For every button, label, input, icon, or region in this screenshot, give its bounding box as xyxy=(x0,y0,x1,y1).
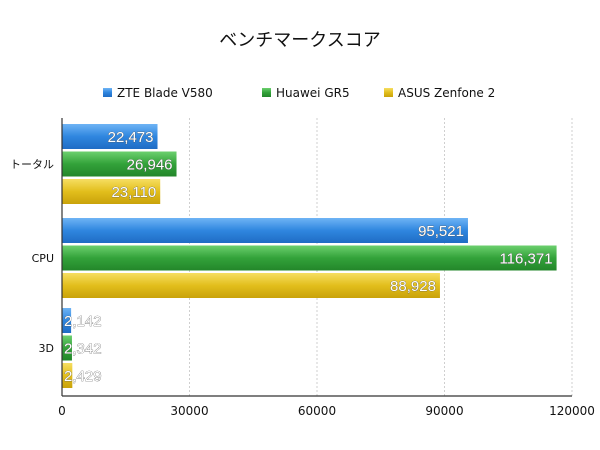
bar-value-label-asus-cpu: 88,928 xyxy=(390,278,436,295)
category-label-total: トータル xyxy=(10,158,54,171)
bar-labels: 22,473 26,946 23,110 95,521 116,371 88,928 2,1… xyxy=(64,129,553,386)
bar-value-label-asus-3d: 2,429 xyxy=(64,368,102,385)
bar-value-label-huawei-cpu: 116,371 xyxy=(499,251,552,268)
axes xyxy=(61,118,572,397)
legend-swatch-asus xyxy=(384,88,393,97)
legend-item-zte: ZTE Blade V580 xyxy=(103,86,213,100)
legend-item-huawei: Huawei GR5 xyxy=(262,86,350,100)
legend-item-asus: ASUS Zenfone 2 xyxy=(384,86,495,100)
bar-asus-cpu xyxy=(62,273,440,298)
category-label-3d: 3D xyxy=(39,342,54,355)
x-tick-labels: 0 30000 60000 90000 120000 xyxy=(58,404,595,418)
x-tick-label-90000: 90000 xyxy=(425,404,463,418)
category-label-cpu: CPU xyxy=(32,252,54,265)
legend-label-zte: ZTE Blade V580 xyxy=(117,86,213,100)
x-tick-label-120000: 120000 xyxy=(549,404,595,418)
x-tick-label-60000: 60000 xyxy=(298,404,336,418)
bar-asus-total xyxy=(62,179,161,204)
bar-value-label-huawei-3d: 2,342 xyxy=(64,341,102,358)
legend-swatch-zte xyxy=(103,88,112,97)
bar-zte-cpu xyxy=(62,218,468,243)
x-tick-label-0: 0 xyxy=(58,404,66,418)
legend-label-asus: ASUS Zenfone 2 xyxy=(398,86,495,100)
bars xyxy=(62,124,557,388)
bar-value-label-asus-total: 23,110 xyxy=(111,184,156,201)
legend-swatch-huawei xyxy=(262,88,271,97)
legend-label-huawei: Huawei GR5 xyxy=(276,86,350,100)
bar-zte-3d xyxy=(62,308,72,333)
bar-huawei-total xyxy=(62,151,177,177)
bar-value-label-zte-total: 22,473 xyxy=(108,129,154,146)
category-labels: トータル CPU 3D xyxy=(10,158,54,355)
bar-huawei-cpu xyxy=(62,245,557,271)
chart-title: ベンチマークスコア xyxy=(219,30,380,51)
bar-value-label-huawei-total: 26,946 xyxy=(127,157,173,174)
bar-asus-3d xyxy=(62,363,73,388)
bar-zte-total xyxy=(62,124,158,149)
legend: ZTE Blade V580 Huawei GR5 ASUS Zenfone 2 xyxy=(103,86,495,100)
bar-value-label-zte-cpu: 95,521 xyxy=(418,223,464,240)
x-tick-label-30000: 30000 xyxy=(170,404,208,418)
bar-huawei-3d xyxy=(62,335,72,361)
bar-value-label-zte-3d: 2,142 xyxy=(64,313,102,330)
